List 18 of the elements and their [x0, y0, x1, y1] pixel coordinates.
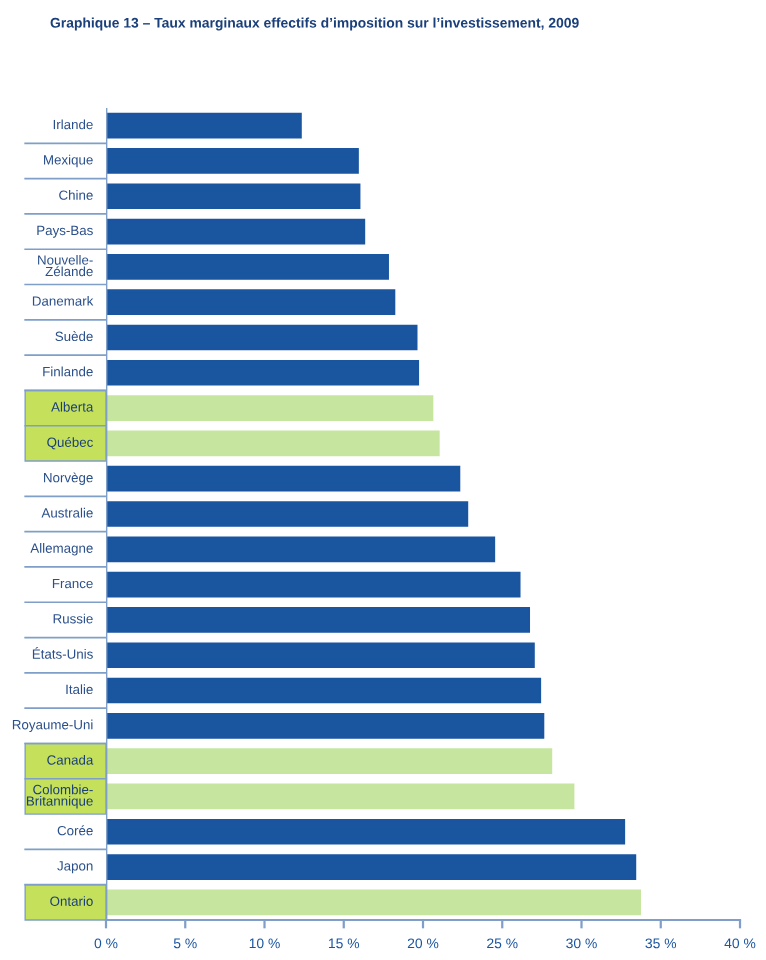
bar	[106, 642, 535, 669]
bar	[106, 818, 626, 845]
bar	[106, 501, 469, 527]
bar	[106, 607, 531, 633]
bar	[106, 254, 389, 280]
bar	[106, 324, 418, 351]
bar	[106, 148, 359, 174]
bar	[106, 289, 396, 316]
bar	[106, 465, 461, 492]
bar	[106, 712, 545, 739]
bar	[106, 183, 361, 210]
bar	[106, 112, 302, 139]
bar	[106, 359, 420, 386]
bar	[106, 677, 542, 704]
bar	[106, 536, 496, 563]
bar	[106, 854, 637, 880]
bar	[106, 218, 366, 245]
bar	[106, 571, 521, 598]
